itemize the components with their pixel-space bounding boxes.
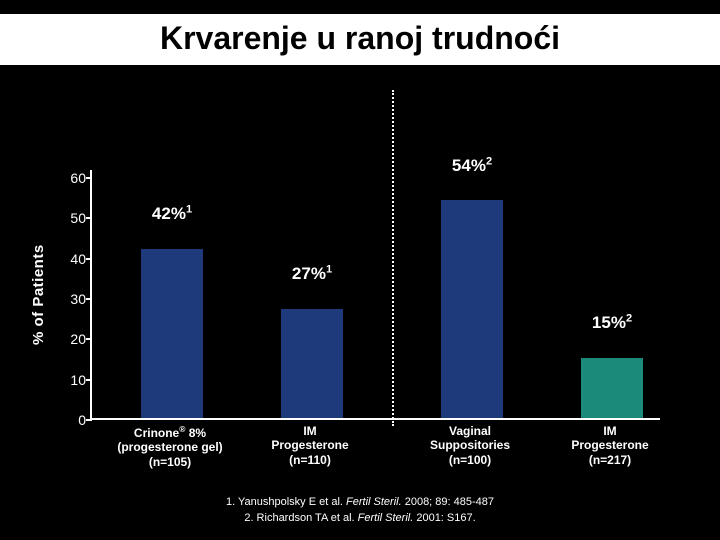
y-tick-label: 10 xyxy=(62,372,86,388)
y-tick-label: 0 xyxy=(62,412,86,428)
y-tick xyxy=(86,217,92,219)
plot-area: 010203040506042%127%154%215%2 xyxy=(90,170,660,420)
reference-line: 2. Richardson TA et al. Fertil Steril. 2… xyxy=(0,511,720,526)
y-tick xyxy=(86,298,92,300)
y-axis-label: % of Patients xyxy=(30,244,47,345)
x-category-label: VaginalSuppositories(n=100) xyxy=(430,424,510,467)
title-text: Krvarenje u ranoj trudnoći xyxy=(160,20,560,56)
y-tick xyxy=(86,419,92,421)
reference-line: 1. Yanushpolsky E et al. Fertil Steril. … xyxy=(0,495,720,510)
bar-value-label: 27%1 xyxy=(292,264,332,285)
bar-value-label: 15%2 xyxy=(592,312,632,333)
y-tick-label: 50 xyxy=(62,210,86,226)
references: 1. Yanushpolsky E et al. Fertil Steril. … xyxy=(0,495,720,526)
y-tick xyxy=(86,338,92,340)
y-tick-label: 60 xyxy=(62,170,86,186)
bar xyxy=(281,309,343,418)
x-category-label: IMProgesterone(n=217) xyxy=(571,424,648,467)
y-tick xyxy=(86,177,92,179)
y-tick-label: 30 xyxy=(62,291,86,307)
slide: Krvarenje u ranoj trudnoći % of Patients… xyxy=(0,0,720,540)
bar xyxy=(141,249,203,418)
x-category-label: Crinone® 8%(progesterone gel)(n=105) xyxy=(117,424,222,469)
page-title: Krvarenje u ranoj trudnoći xyxy=(0,14,720,65)
y-tick-label: 40 xyxy=(62,251,86,267)
y-tick xyxy=(86,379,92,381)
group-divider xyxy=(392,90,394,426)
bar-value-label: 42%1 xyxy=(152,203,192,224)
y-tick xyxy=(86,258,92,260)
bar-value-label: 54%2 xyxy=(452,155,492,176)
x-category-label: IMProgesterone(n=110) xyxy=(271,424,348,467)
chart: 010203040506042%127%154%215%2 xyxy=(90,170,660,420)
bar xyxy=(441,200,503,418)
x-axis-labels: Crinone® 8%(progesterone gel)(n=105) IMPr… xyxy=(90,424,660,484)
bar xyxy=(581,358,643,418)
y-tick-label: 20 xyxy=(62,331,86,347)
